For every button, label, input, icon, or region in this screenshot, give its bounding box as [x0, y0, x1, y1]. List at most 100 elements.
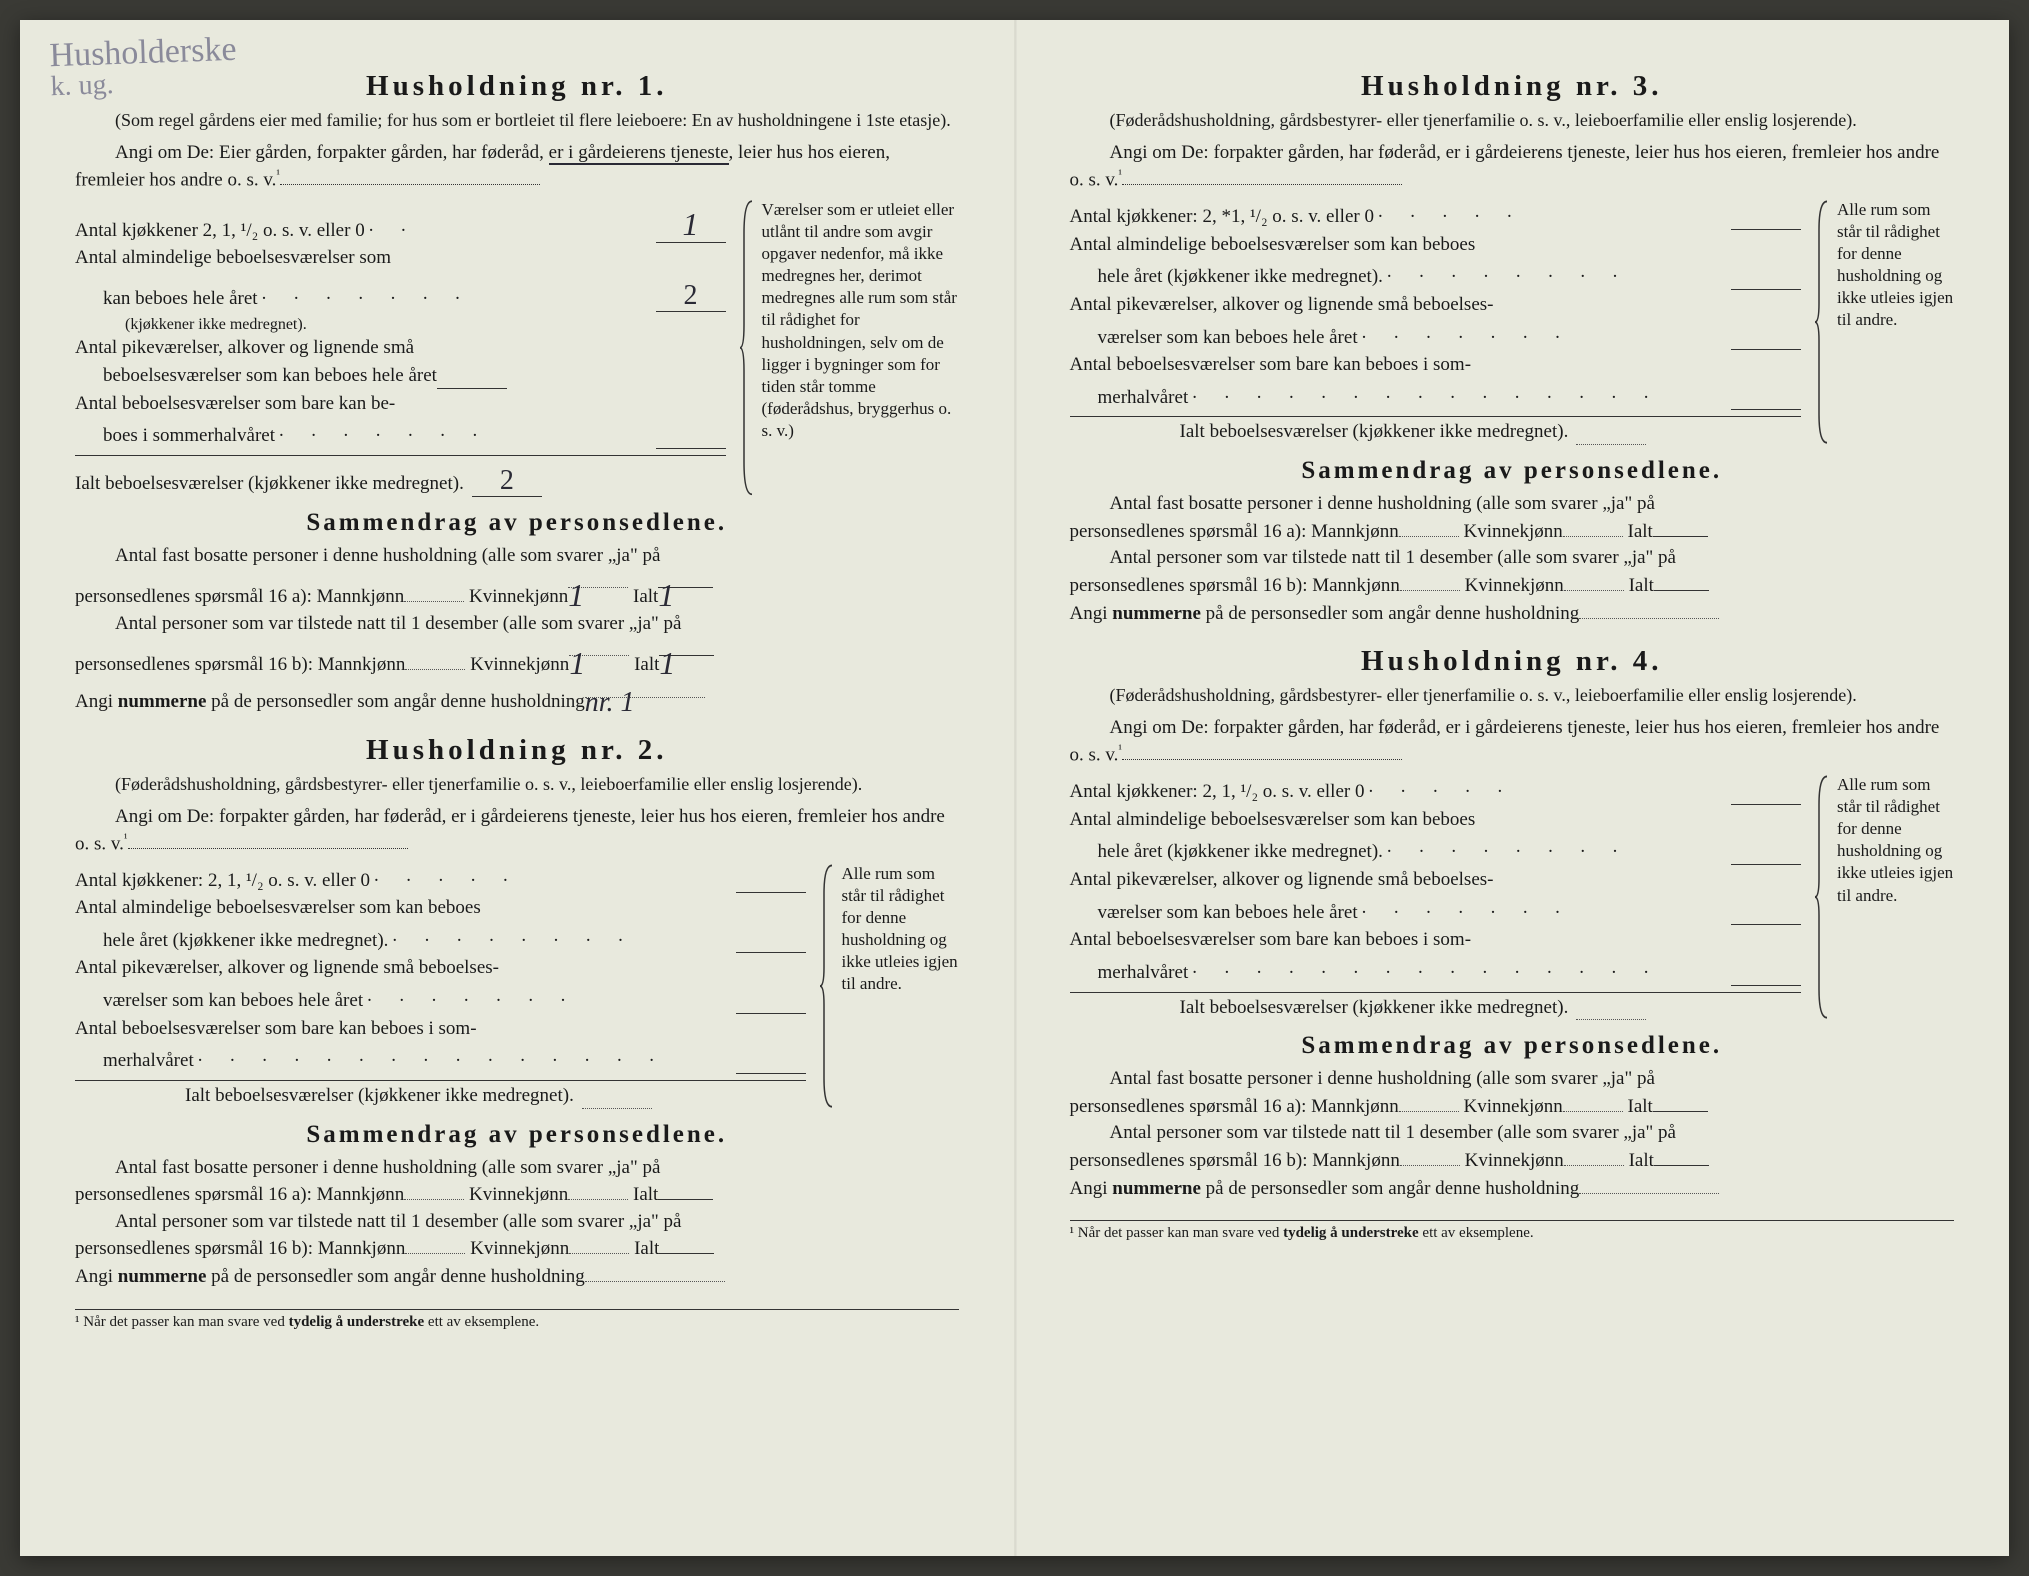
- line2-a: personsedlenes spørsmål 16 a): Mannkjønn: [75, 586, 404, 607]
- summary-3-line1: Antal fast bosatte personer i denne hush…: [1070, 491, 1955, 518]
- blank: [1564, 1147, 1624, 1166]
- summary-1-line3: Antal personer som var tilstede natt til…: [75, 611, 959, 638]
- q-rooms-a: Antal almindelige beboelsesværelser som …: [1070, 232, 1802, 258]
- superscript-1: ¹: [1118, 742, 1122, 756]
- brace-icon: [820, 863, 834, 1109]
- blank: [1653, 1093, 1708, 1112]
- q-rooms-label-a: Antal almindelige beboelsesværelser som: [75, 245, 391, 271]
- q-summer-label-a: Antal beboelsesværelser som bare kan beb…: [1070, 927, 1472, 953]
- sidebar-text: Alle rum som står til rådighet for denne…: [842, 864, 958, 993]
- blank: [404, 1181, 464, 1200]
- dots: . . . . .: [1368, 774, 1727, 801]
- q-pike-b: værelser som kan beboes hele året . . . …: [1070, 895, 1802, 926]
- household-2-prompt: Angi om De: forpakter gården, har føderå…: [75, 804, 959, 857]
- brace-icon: [1815, 774, 1829, 1020]
- answer-rooms: 2: [684, 277, 698, 315]
- q-kitchen-answer: [736, 892, 806, 893]
- line4-c: Ialt: [634, 654, 659, 675]
- q-summer-label-b: merhalvåret: [1070, 385, 1189, 411]
- blank: [1400, 1147, 1460, 1166]
- blank: [1563, 1093, 1623, 1112]
- q-pike-a: Antal pikeværelser, alkover og lignende …: [1070, 292, 1802, 318]
- footnote-left: ¹ Når det passer kan man svare ved tydel…: [75, 1309, 959, 1331]
- q-summer-answer: [1731, 409, 1801, 410]
- q-summer-label-a: Antal beboelsesværelser som bare kan be-: [75, 391, 395, 417]
- line2-b: Kvinnekjønn: [469, 1184, 568, 1205]
- summary-1-line2: personsedlenes spørsmål 16 a): Mannkjønn…: [75, 569, 959, 611]
- household-3-sidebar: Alle rum som står til rådighet for denne…: [1819, 199, 1954, 445]
- left-page: Husholderske k. ug. Husholdning nr. 1. (…: [20, 20, 1015, 1556]
- q-kitchen-answer: 1: [656, 199, 726, 243]
- household-2-body: Antal kjøkkener: 2, 1, ¹/₂ o. s. v. elle…: [75, 863, 959, 1109]
- line5-b: nummerne: [118, 1266, 207, 1287]
- q-pike-a: Antal pikeværelser, alkover og lignende …: [75, 335, 726, 361]
- q-pike-b: værelser som kan beboes hele året . . . …: [1070, 320, 1802, 351]
- blank-numrene: nr. 1: [585, 679, 705, 698]
- blank: [1654, 1147, 1709, 1166]
- line2-a: personsedlenes spørsmål 16 a): Mannkjønn: [75, 1184, 404, 1205]
- line4-b: Kvinnekjønn: [470, 654, 569, 675]
- line4-b: Kvinnekjønn: [1465, 1150, 1564, 1171]
- prompt-underlined: er i gårdeierens tjeneste: [549, 142, 729, 165]
- line2-a: personsedlenes spørsmål 16 a): Mannkjønn: [1070, 521, 1399, 542]
- blank-mann-a: [404, 583, 464, 602]
- prompt-text: Angi om De: forpakter gården, har føderå…: [75, 806, 945, 854]
- q-pike-a: Antal pikeværelser, alkover og lignende …: [75, 955, 806, 981]
- footnote-c: ett av eksemplene.: [1419, 1225, 1534, 1241]
- q-summer-a: Antal beboelsesværelser som bare kan beb…: [1070, 927, 1802, 953]
- summary-1-line1: Antal fast bosatte personer i denne hush…: [75, 543, 959, 570]
- brace-icon: [740, 199, 754, 497]
- q-kitchen: Antal kjøkkener: 2, *1, ¹/₂ o. s. v. ell…: [1070, 199, 1802, 230]
- q-rooms-answer: [1731, 864, 1801, 865]
- line4-c: Ialt: [1629, 575, 1654, 596]
- dots: . . . . . . . .: [1387, 834, 1727, 861]
- household-1: Husholdning nr. 1. (Som regel gårdens ei…: [75, 70, 959, 716]
- blank-kvinne-b: 1: [569, 637, 629, 656]
- line4-b: Kvinnekjønn: [470, 1238, 569, 1259]
- blank: [585, 1263, 725, 1282]
- line5-b: nummerne: [118, 691, 207, 712]
- blank: [1654, 572, 1709, 591]
- q-total: Ialt beboelsesværelser (kjøkkener ikke m…: [1070, 416, 1802, 445]
- blank: [1563, 518, 1623, 537]
- summary-heading-3: Sammendrag av personsedlene.: [1070, 457, 1955, 485]
- summary-heading-4: Sammendrag av personsedlene.: [1070, 1032, 1955, 1060]
- handwritten-annotation: Husholderske k. ug.: [49, 35, 238, 99]
- q-rooms-answer: [736, 952, 806, 953]
- household-1-sidebar: Værelser som er utleiet eller utlånt til…: [744, 199, 959, 497]
- q-pike-label-a: Antal pikeværelser, alkover og lignende …: [1070, 292, 1494, 318]
- prompt-blank: [1122, 184, 1402, 185]
- blank: [1653, 518, 1708, 537]
- blank-kvinne-a: 1: [568, 569, 628, 588]
- blank: [568, 1181, 628, 1200]
- q-summer-label-a: Antal beboelsesværelser som bare kan beb…: [1070, 352, 1472, 378]
- blank: [405, 1235, 465, 1254]
- q-rooms-b: kan beboes hele året . . . . . . . 2: [75, 273, 726, 312]
- household-4-subtitle: (Føderådshusholdning, gårdsbestyrer- ell…: [1070, 684, 1955, 707]
- dots: . . . . . . .: [279, 418, 651, 445]
- q-rooms-b: hele året (kjøkkener ikke medregnet). . …: [75, 923, 806, 954]
- dots: . . . . . . . .: [392, 923, 731, 950]
- q-summer-a: Antal beboelsesværelser som bare kan beb…: [75, 1016, 806, 1042]
- ans-ialt-a: 1: [658, 577, 674, 613]
- household-4-body: Antal kjøkkener: 2, 1, ¹/₂ o. s. v. elle…: [1070, 774, 1955, 1020]
- prompt-text: Angi om De: forpakter gården, har føderå…: [1070, 717, 1940, 765]
- dots: . . . . . . . . . . . . . . .: [1192, 380, 1727, 407]
- line4-b: Kvinnekjønn: [1465, 575, 1564, 596]
- q-summer-answer: [656, 448, 726, 449]
- household-3-title: Husholdning nr. 3.: [1070, 70, 1955, 103]
- q-rooms-label-b: hele året (kjøkkener ikke medregnet).: [75, 928, 388, 954]
- q-total-label: Ialt beboelsesværelser (kjøkkener ikke m…: [185, 1083, 574, 1109]
- blank: [1400, 572, 1460, 591]
- summary-heading-1: Sammendrag av personsedlene.: [75, 509, 959, 537]
- superscript-1: ¹: [276, 167, 280, 181]
- household-1-prompt: Angi om De: Eier gården, forpakter gårde…: [75, 140, 959, 193]
- household-2-sidebar: Alle rum som står til rådighet for denne…: [824, 863, 959, 1109]
- q-summer-label-a: Antal beboelsesværelser som bare kan beb…: [75, 1016, 477, 1042]
- household-4: Husholdning nr. 4. (Føderådshusholdning,…: [1070, 645, 1955, 1202]
- blank: [1564, 572, 1624, 591]
- q-rooms-a: Antal almindelige beboelsesværelser som …: [75, 895, 806, 921]
- answer-total: 2: [500, 462, 514, 500]
- household-1-body: Antal kjøkkener 2, 1, ¹/₂ o. s. v. eller…: [75, 199, 959, 497]
- ans-kv-b: 1: [569, 645, 585, 681]
